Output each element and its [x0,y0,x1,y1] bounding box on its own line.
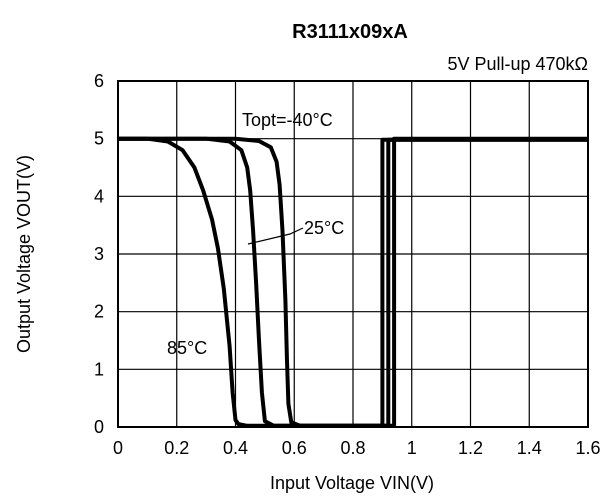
y-tick-label: 1 [94,359,104,379]
x-tick-label: 1.6 [575,438,600,458]
annotation-topt-neg40: Topt=-40°C [242,110,333,130]
y-axis-label: Output Voltage VOUT(V) [14,155,34,353]
y-tick-label: 0 [94,417,104,437]
annotation-85c: 85°C [167,338,207,358]
x-tick-label: 0.2 [164,438,189,458]
x-tick-label: 0.8 [340,438,365,458]
series-line-85-c [118,136,588,428]
x-tick-label: 0.6 [282,438,307,458]
series-layer [118,136,588,428]
y-tick-labels: 0 1 2 3 4 5 6 [94,71,104,437]
annotation-25c-leader [247,227,304,245]
annotation-25c: 25°C [304,218,344,238]
y-tick-label: 4 [94,186,104,206]
y-tick-label: 3 [94,244,104,264]
y-tick-label: 6 [94,71,104,91]
chart-subtitle: 5V Pull-up 470kΩ [447,54,588,74]
grid-layer [117,80,589,428]
x-tick-label: 1.4 [517,438,542,458]
chart-title: R3111x09xA [292,21,408,43]
x-tick-label: 0 [113,438,123,458]
x-tick-labels: 0 0.2 0.4 0.6 0.8 1 1.2 1.4 1.6 [113,438,601,458]
y-tick-label: 2 [94,302,104,322]
x-tick-label: 1 [407,438,417,458]
plot-frame [117,80,589,428]
y-tick-label: 5 [94,129,104,149]
x-tick-label: 0.4 [223,438,248,458]
x-tick-label: 1.2 [458,438,483,458]
x-axis-label: Input Voltage VIN(V) [270,473,434,493]
